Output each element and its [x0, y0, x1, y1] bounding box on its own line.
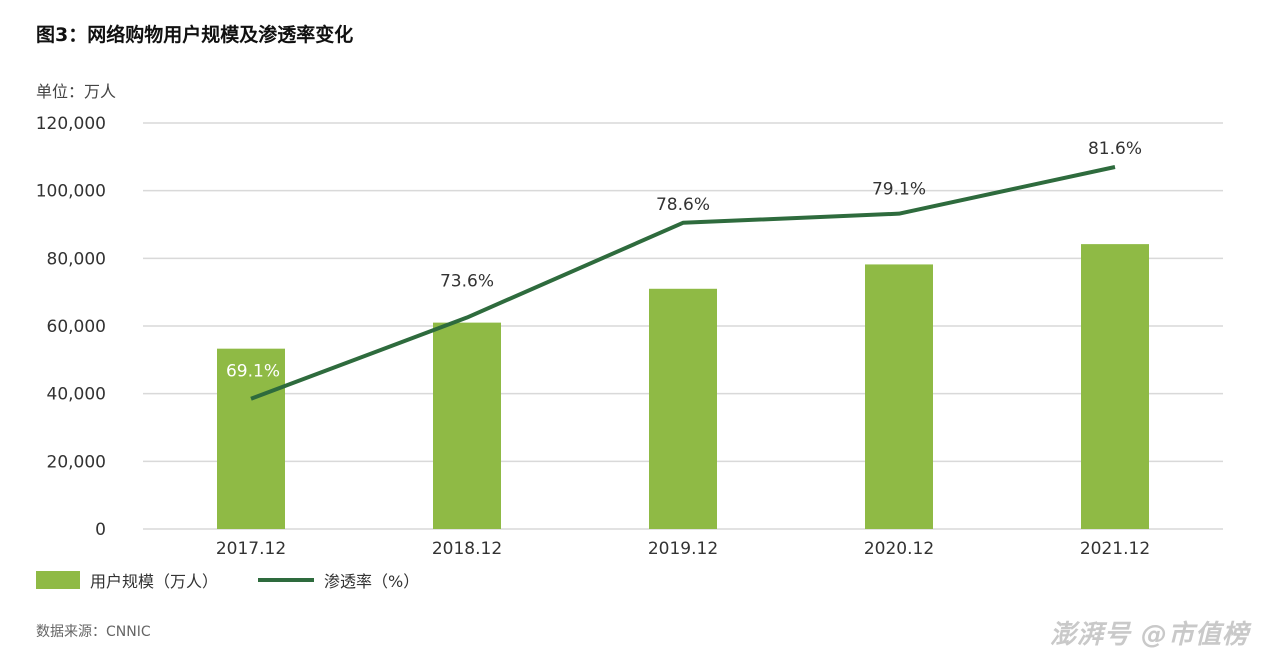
x-tick-label: 2021.12 — [1080, 539, 1150, 559]
watermark: 澎湃号 @市值榜 — [1049, 620, 1249, 650]
y-tick-label: 80,000 — [47, 249, 106, 269]
y-tick-label: 120,000 — [36, 114, 106, 134]
data-label: 69.1% — [226, 362, 280, 382]
legend-line-label: 渗透率（%） — [324, 572, 420, 591]
data-label: 81.6% — [1088, 139, 1142, 159]
legend-line-swatch — [258, 578, 315, 582]
x-tick-label: 2020.12 — [864, 539, 934, 559]
bar — [433, 322, 501, 529]
unit-label: 单位：万人 — [36, 82, 117, 101]
bar — [865, 264, 933, 529]
legend-bar-label: 用户规模（万人） — [90, 572, 219, 591]
x-tick-label: 2019.12 — [648, 539, 718, 559]
x-tick-label: 2017.12 — [216, 539, 286, 559]
legend: 用户规模（万人） 渗透率（%） — [36, 568, 419, 592]
y-tick-label: 100,000 — [36, 182, 106, 202]
data-label: 73.6% — [440, 272, 494, 292]
y-tick-label: 20,000 — [47, 452, 106, 472]
legend-bar-swatch — [36, 571, 80, 589]
source-note: 数据来源：CNNIC — [36, 624, 151, 640]
data-label: 79.1% — [872, 180, 926, 200]
y-tick-label: 60,000 — [47, 317, 106, 337]
y-tick-label: 0 — [95, 520, 106, 540]
chart-title: 图3：网络购物用户规模及渗透率变化 — [36, 24, 354, 46]
bar — [1081, 244, 1149, 529]
data-label: 78.6% — [656, 195, 710, 215]
y-tick-label: 40,000 — [47, 385, 106, 405]
bar — [217, 348, 285, 529]
bar — [649, 288, 717, 529]
x-tick-label: 2018.12 — [432, 539, 502, 559]
